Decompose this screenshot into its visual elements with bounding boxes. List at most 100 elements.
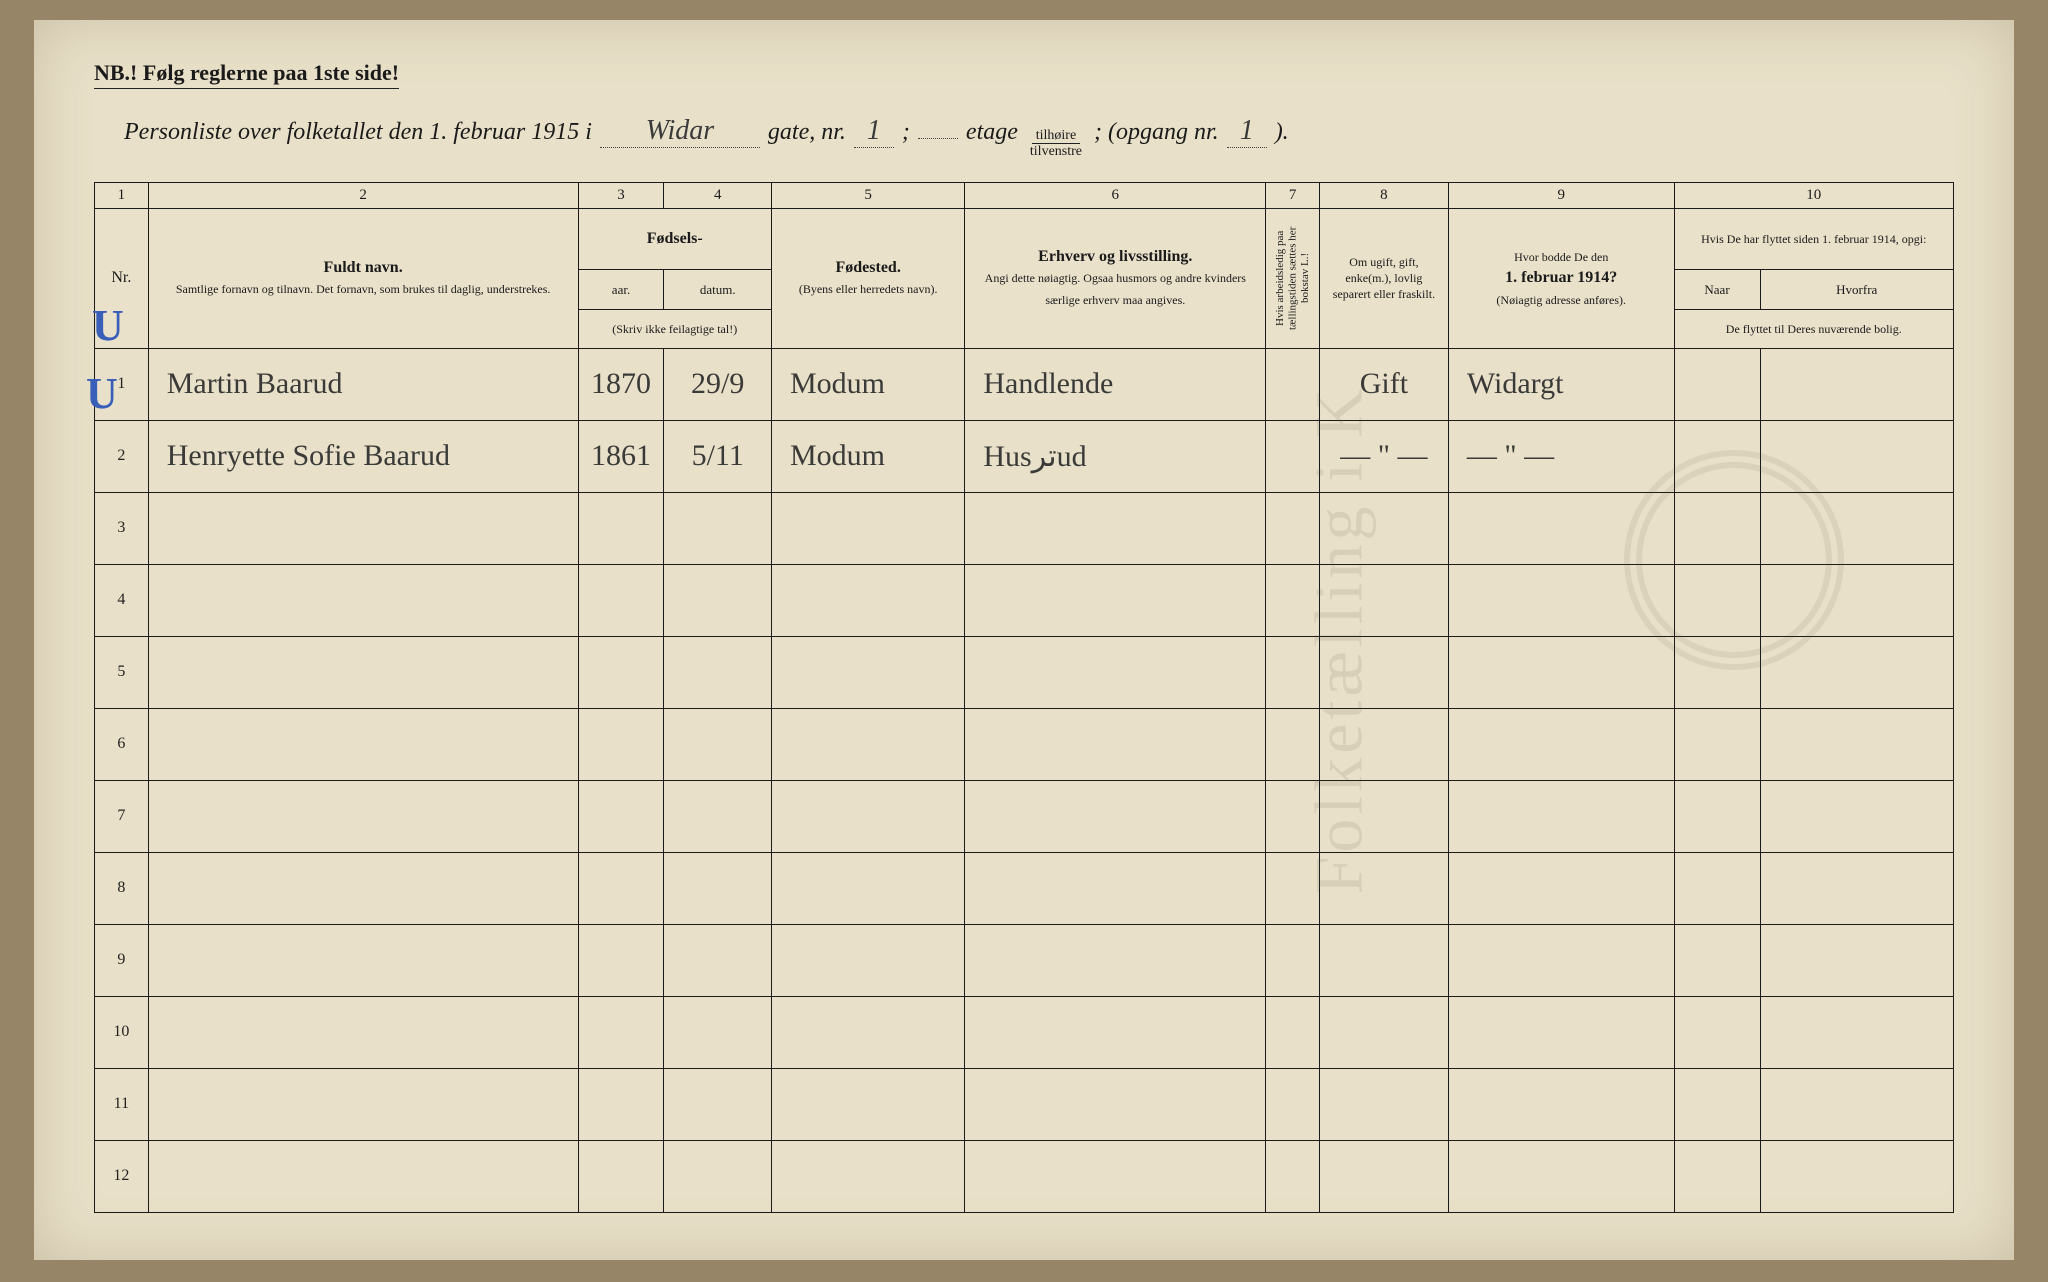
cell [1674, 1140, 1760, 1212]
cell [1266, 1068, 1320, 1140]
cell [578, 924, 664, 996]
cell [1674, 780, 1760, 852]
cell [771, 996, 964, 1068]
cell [771, 1140, 964, 1212]
cell [148, 1140, 578, 1212]
hdr-moved-sub: De flyttet til Deres nuværende bolig. [1674, 310, 1953, 348]
cell [148, 564, 578, 636]
opgang-label: ; (opgang nr. [1094, 119, 1219, 146]
cell [1448, 996, 1674, 1068]
cell [1674, 708, 1760, 780]
cell [664, 564, 771, 636]
cell [148, 492, 578, 564]
cell: Gift [1319, 348, 1448, 420]
side-fraction: tilhøire tilvenstre [1026, 128, 1086, 160]
hdr-name-title: Fuldt navn. [324, 259, 403, 276]
table-row: 7 [95, 780, 1954, 852]
cell [1319, 564, 1448, 636]
cell [1448, 852, 1674, 924]
cell [1760, 348, 1954, 420]
table-row: 2Henryette Sofie Baarud18615/11ModumHusت… [95, 420, 1954, 492]
cell: 10 [95, 996, 149, 1068]
cell [771, 564, 964, 636]
cell: Henryette Sofie Baarud [148, 420, 578, 492]
cell [1674, 996, 1760, 1068]
cell [1266, 924, 1320, 996]
hdr-unemployed: Hvis arbeidsledig paa tællingstiden sætt… [1266, 208, 1320, 348]
cell [965, 708, 1266, 780]
coln-10: 10 [1674, 182, 1953, 208]
cell: 3 [95, 492, 149, 564]
cell [1319, 492, 1448, 564]
cell [1760, 924, 1954, 996]
nb-notice: NB.! Følg reglerne paa 1ste side! [94, 60, 399, 89]
cell [1266, 348, 1320, 420]
cell [965, 492, 1266, 564]
cell [965, 564, 1266, 636]
cell [578, 1068, 664, 1140]
cell: Handlende [965, 348, 1266, 420]
table-row: 9 [95, 924, 1954, 996]
opgang-nr: 1 [1227, 115, 1267, 148]
coln-3: 3 [578, 182, 664, 208]
cell [664, 780, 771, 852]
cell [1760, 996, 1954, 1068]
cell: 1861 [578, 420, 664, 492]
gate-nr: 1 [854, 115, 894, 148]
hdr-birth-note: (Skriv ikke feilagtige tal!) [578, 310, 771, 348]
table-row: 10 [95, 996, 1954, 1068]
table-row: 8 [95, 852, 1954, 924]
hdr-occ: Erhverv og livsstilling. Angi dette nøia… [965, 208, 1266, 348]
table-body: 1Martin Baarud187029/9ModumHandlendeGift… [95, 348, 1954, 1212]
cell [148, 708, 578, 780]
cell [771, 492, 964, 564]
table-row: 12 [95, 1140, 1954, 1212]
cell [1266, 420, 1320, 492]
cell [771, 852, 964, 924]
hdr-place-sub: (Byens eller herredets navn). [799, 282, 938, 296]
cell [578, 780, 664, 852]
frac-top: tilhøire [1032, 128, 1080, 144]
cell [1760, 420, 1954, 492]
hdr-place: Fødested. (Byens eller herredets navn). [771, 208, 964, 348]
hdr-name: Fuldt navn. Samtlige fornavn og tilnavn.… [148, 208, 578, 348]
coln-6: 6 [965, 182, 1266, 208]
cell [1760, 564, 1954, 636]
cell [1319, 708, 1448, 780]
hdr-1914: Hvor bodde De den 1. februar 1914? (Nøia… [1448, 208, 1674, 348]
cell [1319, 1140, 1448, 1212]
cell: 12 [95, 1140, 149, 1212]
cell [1674, 636, 1760, 708]
cell [664, 492, 771, 564]
cell [664, 924, 771, 996]
cell [1266, 996, 1320, 1068]
cell [578, 492, 664, 564]
cell: 11 [95, 1068, 149, 1140]
hdr-occ-sub: Angi dette nøiagtig. Ogsaa husmors og an… [985, 271, 1246, 307]
cell [1674, 1068, 1760, 1140]
cell: Martin Baarud [148, 348, 578, 420]
cell [771, 924, 964, 996]
cell [1266, 492, 1320, 564]
cell [771, 708, 964, 780]
coln-9: 9 [1448, 182, 1674, 208]
cell [1319, 852, 1448, 924]
cell [1319, 996, 1448, 1068]
cell [664, 996, 771, 1068]
cell [1448, 1068, 1674, 1140]
cell [1319, 924, 1448, 996]
cell: — " — [1319, 420, 1448, 492]
cell [1448, 564, 1674, 636]
cell [1674, 852, 1760, 924]
cell [1760, 780, 1954, 852]
cell [771, 636, 964, 708]
cell [148, 780, 578, 852]
hdr-marital: Om ugift, gift, enke(m.), lovlig separer… [1319, 208, 1448, 348]
coln-5: 5 [771, 182, 964, 208]
cell [771, 780, 964, 852]
cell: 5 [95, 636, 149, 708]
cell [965, 636, 1266, 708]
hdr-birth-title: Fødsels- [647, 230, 703, 247]
table-row: 4 [95, 564, 1954, 636]
cell [771, 1068, 964, 1140]
